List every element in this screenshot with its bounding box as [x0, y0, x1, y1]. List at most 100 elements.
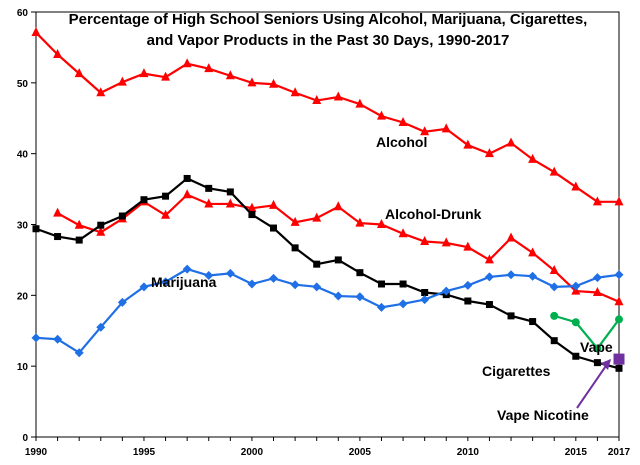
series-alcohol-drunk-point [96, 226, 106, 236]
series-alcohol-point [398, 117, 408, 126]
series-cigarettes-point [205, 184, 213, 192]
series-marijuana-point [528, 271, 538, 281]
y-tick-label: 20 [17, 291, 29, 302]
series-alcohol-point [247, 77, 257, 87]
chart-title-line2: and Vapor Products in the Past 30 Days, … [147, 32, 510, 49]
series-marijuana-point [614, 270, 624, 280]
series-marijuana-point [139, 282, 149, 292]
series-vape-point [571, 318, 580, 327]
series-marijuana-point [225, 268, 235, 278]
series-cigarettes-point [140, 196, 148, 204]
series-alcohol-point [441, 123, 451, 133]
series-alcohol-drunk-point [614, 296, 624, 306]
label-cigarettes: Cigarettes [482, 363, 551, 379]
series-marijuana-point [204, 271, 214, 280]
series-cigarettes-point [97, 221, 105, 229]
x-tick-label: 2005 [349, 447, 372, 458]
series-alcohol-drunk-point [333, 201, 343, 211]
series-marijuana-point [53, 334, 63, 344]
series-cigarettes-point [550, 337, 558, 345]
series-alcohol-point [225, 70, 235, 80]
series-cigarettes-line [35, 177, 620, 370]
series-vape-nicotine-point [613, 353, 625, 365]
axes: 0 10 20 30 40 50 60 1990 1995 2000 2005 2010 2015 201… [17, 8, 631, 458]
series-marijuana-point [74, 348, 84, 358]
series-cigarettes-point [507, 312, 515, 320]
series-cigarettes-point [377, 280, 385, 288]
series-alcohol-point [614, 196, 624, 206]
x-tick-label: 2017 [608, 447, 631, 458]
y-tick-label: 30 [17, 221, 29, 232]
series-alcohol-drunk-point [484, 254, 494, 264]
series-marijuana-point [117, 297, 127, 307]
series-alcohol-point [182, 58, 192, 68]
series-alcohol-point [549, 166, 559, 176]
series-cigarettes-point [593, 359, 601, 367]
series-alcohol-drunk [53, 189, 624, 306]
series-cigarettes-point [291, 244, 299, 252]
series-cigarettes-point [270, 224, 278, 232]
series-alcohol-point [312, 95, 322, 105]
series-marijuana [31, 264, 624, 358]
series-alcohol-point [333, 91, 343, 101]
series-alcohol [31, 27, 624, 206]
series-alcohol-point [53, 49, 63, 58]
y-tick-label: 0 [22, 433, 28, 444]
series-alcohol-point [463, 139, 473, 149]
series-vape-point [615, 315, 623, 324]
series-vape-point [593, 344, 602, 353]
series-cigarettes-point [464, 297, 472, 305]
series-vape [550, 311, 623, 353]
series-cigarettes-point [162, 192, 170, 200]
series-alcohol-drunk-point [441, 237, 451, 247]
series-alcohol-drunk-point [247, 202, 257, 212]
series-alcohol-drunk-point [53, 207, 63, 217]
series-marijuana-point [182, 264, 192, 274]
x-tick-label: 2010 [457, 447, 480, 458]
series-alcohol-drunk-point [161, 209, 171, 219]
series-cigarettes-point [572, 352, 580, 360]
series-marijuana-point [96, 322, 106, 332]
series-labels: Alcohol Alcohol-Drunk Marijuana Cigarett… [151, 134, 613, 423]
y-tick-label: 50 [17, 79, 29, 90]
series-alcohol-drunk-point [269, 199, 279, 209]
series-alcohol-point [74, 68, 84, 78]
series-cigarettes-point [32, 225, 40, 233]
series-alcohol-point [376, 110, 386, 120]
series-cigarettes-point [399, 280, 407, 288]
series-vape-line [553, 314, 620, 351]
y-tick-label: 10 [17, 362, 29, 373]
series-alcohol-drunk-point [74, 219, 84, 229]
series-vape-nicotine [613, 353, 625, 365]
series-alcohol-drunk-point [182, 189, 192, 199]
series-alcohol-point [96, 87, 106, 97]
series-marijuana-point [463, 280, 473, 290]
series-marijuana-point [506, 270, 516, 280]
chart-title-line1: Percentage of High School Seniors Using … [69, 11, 588, 28]
label-marijuana: Marijuana [151, 274, 217, 290]
series-marijuana-point [269, 273, 279, 283]
series-cigarettes-point [529, 318, 537, 326]
label-alcohol-drunk: Alcohol-Drunk [385, 206, 482, 222]
series-marijuana-point [571, 281, 581, 291]
series-marijuana-point [355, 292, 365, 302]
series-marijuana-point [31, 333, 41, 343]
series-marijuana-line [35, 267, 620, 355]
label-vape-nicotine: Vape Nicotine [497, 407, 589, 423]
series-cigarettes-point [615, 364, 623, 372]
x-tick-label: 2000 [241, 447, 264, 458]
label-alcohol: Alcohol [376, 134, 427, 150]
series-marijuana-point [420, 295, 430, 305]
series-cigarettes-point [183, 174, 191, 182]
series-alcohol-drunk-point [592, 287, 602, 296]
vape-nicotine-arrow [576, 359, 611, 409]
series-alcohol-point [290, 87, 300, 97]
vape-nicotine-arrowhead [601, 359, 611, 370]
series-alcohol-drunk-point [420, 236, 430, 245]
x-tick-label: 2015 [565, 447, 588, 458]
series-alcohol-drunk-point [225, 198, 235, 208]
series-cigarettes-point [421, 289, 429, 296]
series-alcohol-drunk-point [204, 198, 214, 208]
series-alcohol-drunk-point [549, 265, 559, 275]
